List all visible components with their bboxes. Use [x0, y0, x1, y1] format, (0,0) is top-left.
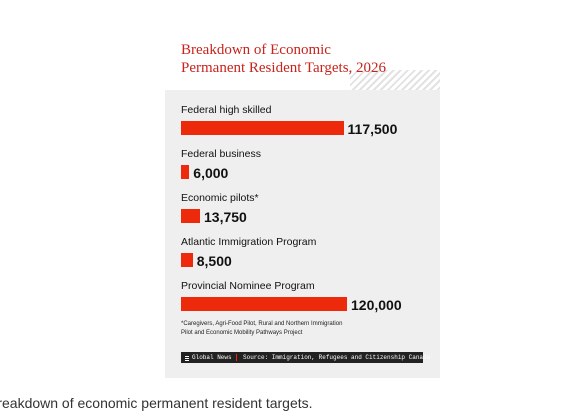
value-label: 8,500 [196, 253, 232, 269]
bar [181, 297, 347, 311]
title-line: Breakdown of Economic [181, 42, 331, 58]
caption: Breakdown of economic permanent resident… [0, 395, 313, 411]
infographic: Breakdown of Economic Permanent Resident… [165, 18, 440, 378]
brand: Global News [192, 354, 232, 361]
category-label: Atlantic Immigration Program [181, 236, 317, 248]
title-area [165, 18, 440, 90]
category-label: Federal high skilled [181, 104, 272, 116]
title-line: Permanent Resident Targets, 2026 [181, 60, 387, 76]
menu-icon [185, 356, 189, 361]
bar [181, 253, 193, 267]
value-label: 120,000 [351, 297, 402, 313]
bar [181, 209, 201, 223]
footnote-line: Pilot and Economic Mobility Pathways Pro… [181, 330, 303, 336]
footnote-line: *Caregivers, Agri-Food Pilot, Rural and … [181, 321, 343, 327]
bar [181, 121, 344, 135]
value-label: 13,750 [204, 209, 247, 225]
separator [236, 354, 237, 361]
bar [181, 165, 190, 179]
category-label: Economic pilots* [181, 192, 259, 204]
footnote: *Caregivers, Agri-Food Pilot, Rural and … [181, 320, 342, 338]
chart-title: Breakdown of Economic Permanent Resident… [181, 41, 386, 77]
value-label: 6,000 [193, 165, 229, 181]
source: Source: Immigration, Refugees and Citize… [243, 354, 431, 361]
value-label: 117,500 [347, 121, 398, 137]
category-label: Provincial Nominee Program [181, 280, 315, 292]
hatch [350, 70, 440, 90]
category-label: Federal business [181, 148, 261, 160]
source-bar: Global News Source: Immigration, Refugee… [181, 352, 430, 363]
